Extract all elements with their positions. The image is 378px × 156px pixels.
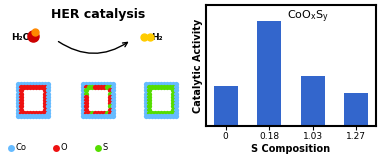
FancyArrowPatch shape [59,41,127,53]
Text: O: O [61,144,67,153]
Text: $\mathrm{CoO_xS_y}$: $\mathrm{CoO_xS_y}$ [287,9,329,25]
Text: S: S [103,144,108,153]
Y-axis label: Catalytic Activity: Catalytic Activity [193,18,203,113]
Text: H₂O: H₂O [11,34,30,42]
Text: H₂: H₂ [152,34,163,42]
Bar [257,21,281,126]
Text: HER catalysis: HER catalysis [51,8,146,21]
Bar [301,76,325,126]
Bar [344,93,369,126]
X-axis label: S Composition: S Composition [251,144,331,154]
Bar [214,86,238,126]
Text: Co: Co [16,144,27,153]
